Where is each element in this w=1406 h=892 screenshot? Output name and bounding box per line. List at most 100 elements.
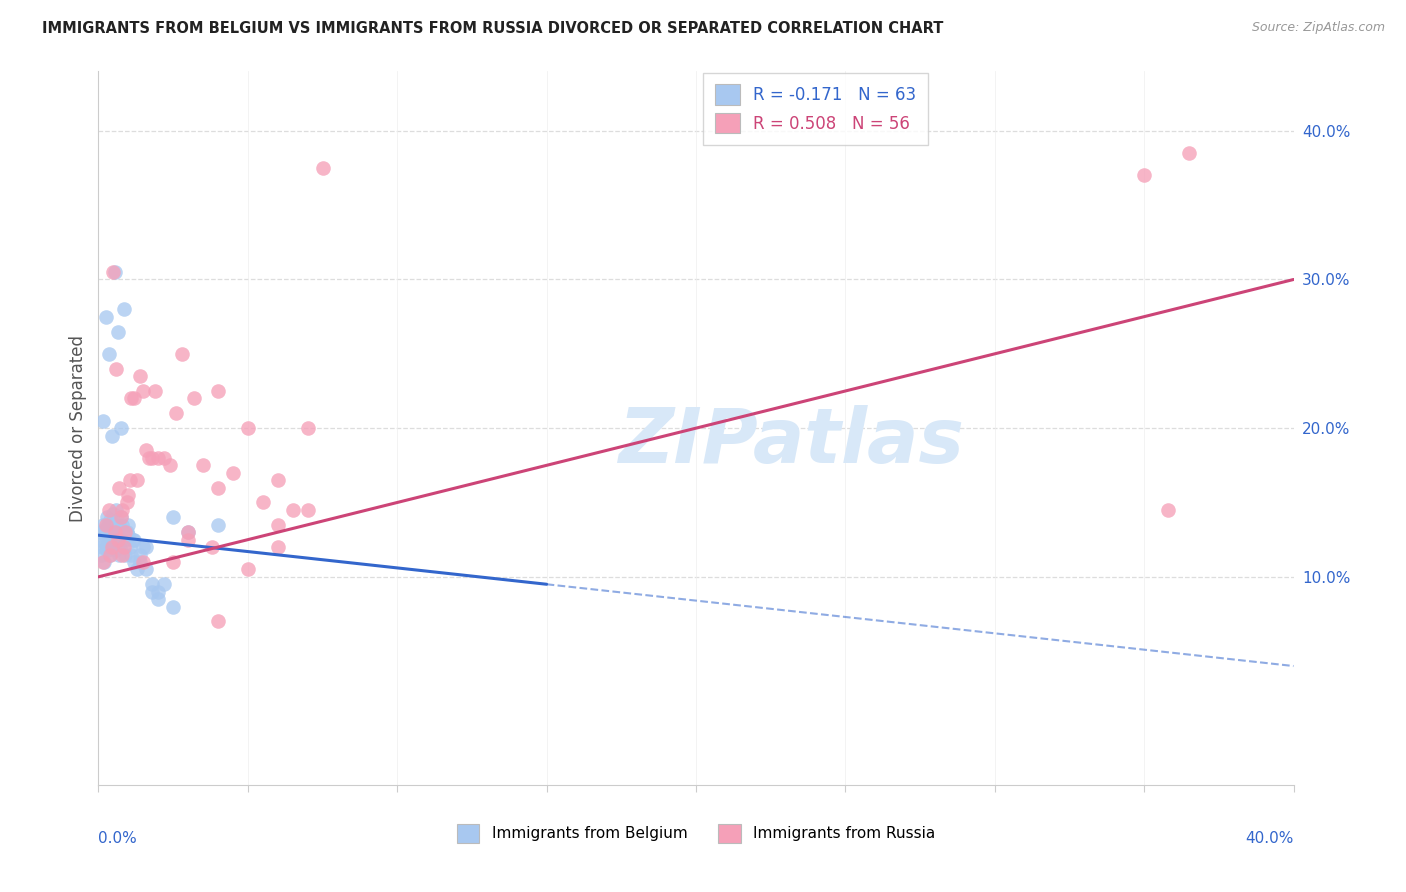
Point	[118, 473, 141, 487]
Point	[94, 522, 117, 536]
Point	[110, 510, 132, 524]
Point	[101, 428, 124, 442]
Point	[177, 525, 200, 540]
Point	[135, 540, 157, 554]
Point	[148, 450, 170, 465]
Point	[267, 473, 290, 487]
Point	[105, 361, 128, 376]
Point	[90, 525, 112, 540]
Point	[281, 503, 304, 517]
Point	[159, 458, 181, 473]
Point	[98, 548, 122, 562]
Point	[124, 392, 146, 406]
Point	[162, 510, 184, 524]
Point	[103, 265, 125, 279]
Point	[222, 466, 245, 480]
Point	[110, 421, 132, 435]
Point	[104, 525, 127, 540]
Point	[153, 577, 176, 591]
Point	[177, 533, 200, 547]
Point	[135, 562, 157, 576]
Point	[297, 503, 319, 517]
Point	[107, 517, 129, 532]
Text: 0.0%: 0.0%	[98, 831, 138, 847]
Point	[104, 265, 127, 279]
Point	[1178, 146, 1201, 161]
Point	[127, 473, 149, 487]
Point	[105, 503, 128, 517]
Point	[96, 543, 118, 558]
Point	[97, 347, 120, 361]
Point	[153, 450, 176, 465]
Point	[138, 450, 160, 465]
Point	[141, 584, 163, 599]
Point	[132, 540, 155, 554]
Point	[236, 562, 259, 576]
Point	[148, 592, 170, 607]
Point	[201, 540, 224, 554]
Point	[129, 555, 152, 569]
Point	[90, 548, 112, 562]
Point	[97, 503, 120, 517]
Point	[135, 443, 157, 458]
Y-axis label: Divorced or Separated: Divorced or Separated	[69, 334, 87, 522]
Point	[207, 481, 229, 495]
Point	[117, 528, 139, 542]
Point	[91, 517, 114, 532]
Point	[110, 510, 132, 524]
Point	[107, 528, 129, 542]
Point	[162, 599, 184, 614]
Point	[104, 543, 127, 558]
Point	[311, 161, 333, 175]
Point	[124, 533, 146, 547]
Point	[148, 584, 170, 599]
Point	[108, 548, 131, 562]
Point	[101, 525, 124, 540]
Point	[114, 548, 136, 562]
Point	[111, 503, 134, 517]
Point	[91, 414, 114, 428]
Point	[127, 562, 149, 576]
Point	[93, 555, 115, 569]
Point	[207, 384, 229, 398]
Point	[94, 540, 117, 554]
Point	[101, 540, 124, 554]
Point	[121, 533, 143, 547]
Point	[104, 525, 127, 540]
Point	[93, 528, 115, 542]
Point	[98, 513, 121, 527]
Point	[117, 517, 139, 532]
Point	[297, 421, 319, 435]
Text: IMMIGRANTS FROM BELGIUM VS IMMIGRANTS FROM RUSSIA DIVORCED OR SEPARATED CORRELAT: IMMIGRANTS FROM BELGIUM VS IMMIGRANTS FR…	[42, 21, 943, 36]
Point	[1157, 503, 1180, 517]
Point	[1133, 169, 1156, 183]
Point	[112, 533, 135, 547]
Point	[91, 540, 114, 554]
Point	[89, 533, 111, 547]
Point	[129, 369, 152, 384]
Point	[129, 548, 152, 562]
Text: 40.0%: 40.0%	[1246, 831, 1294, 847]
Point	[91, 555, 114, 569]
Point	[115, 495, 138, 509]
Point	[114, 525, 136, 540]
Point	[124, 555, 146, 569]
Point	[252, 495, 274, 509]
Point	[107, 533, 129, 547]
Point	[165, 406, 187, 420]
Point	[103, 533, 125, 547]
Point	[111, 548, 134, 562]
Point	[111, 517, 134, 532]
Point	[207, 517, 229, 532]
Legend: Immigrants from Belgium, Immigrants from Russia: Immigrants from Belgium, Immigrants from…	[450, 818, 942, 848]
Point	[177, 525, 200, 540]
Point	[120, 548, 142, 562]
Point	[108, 540, 131, 554]
Point	[97, 517, 120, 532]
Point	[94, 517, 117, 532]
Point	[112, 302, 135, 317]
Point	[100, 537, 122, 551]
Point	[108, 481, 131, 495]
Point	[132, 555, 155, 569]
Point	[143, 384, 166, 398]
